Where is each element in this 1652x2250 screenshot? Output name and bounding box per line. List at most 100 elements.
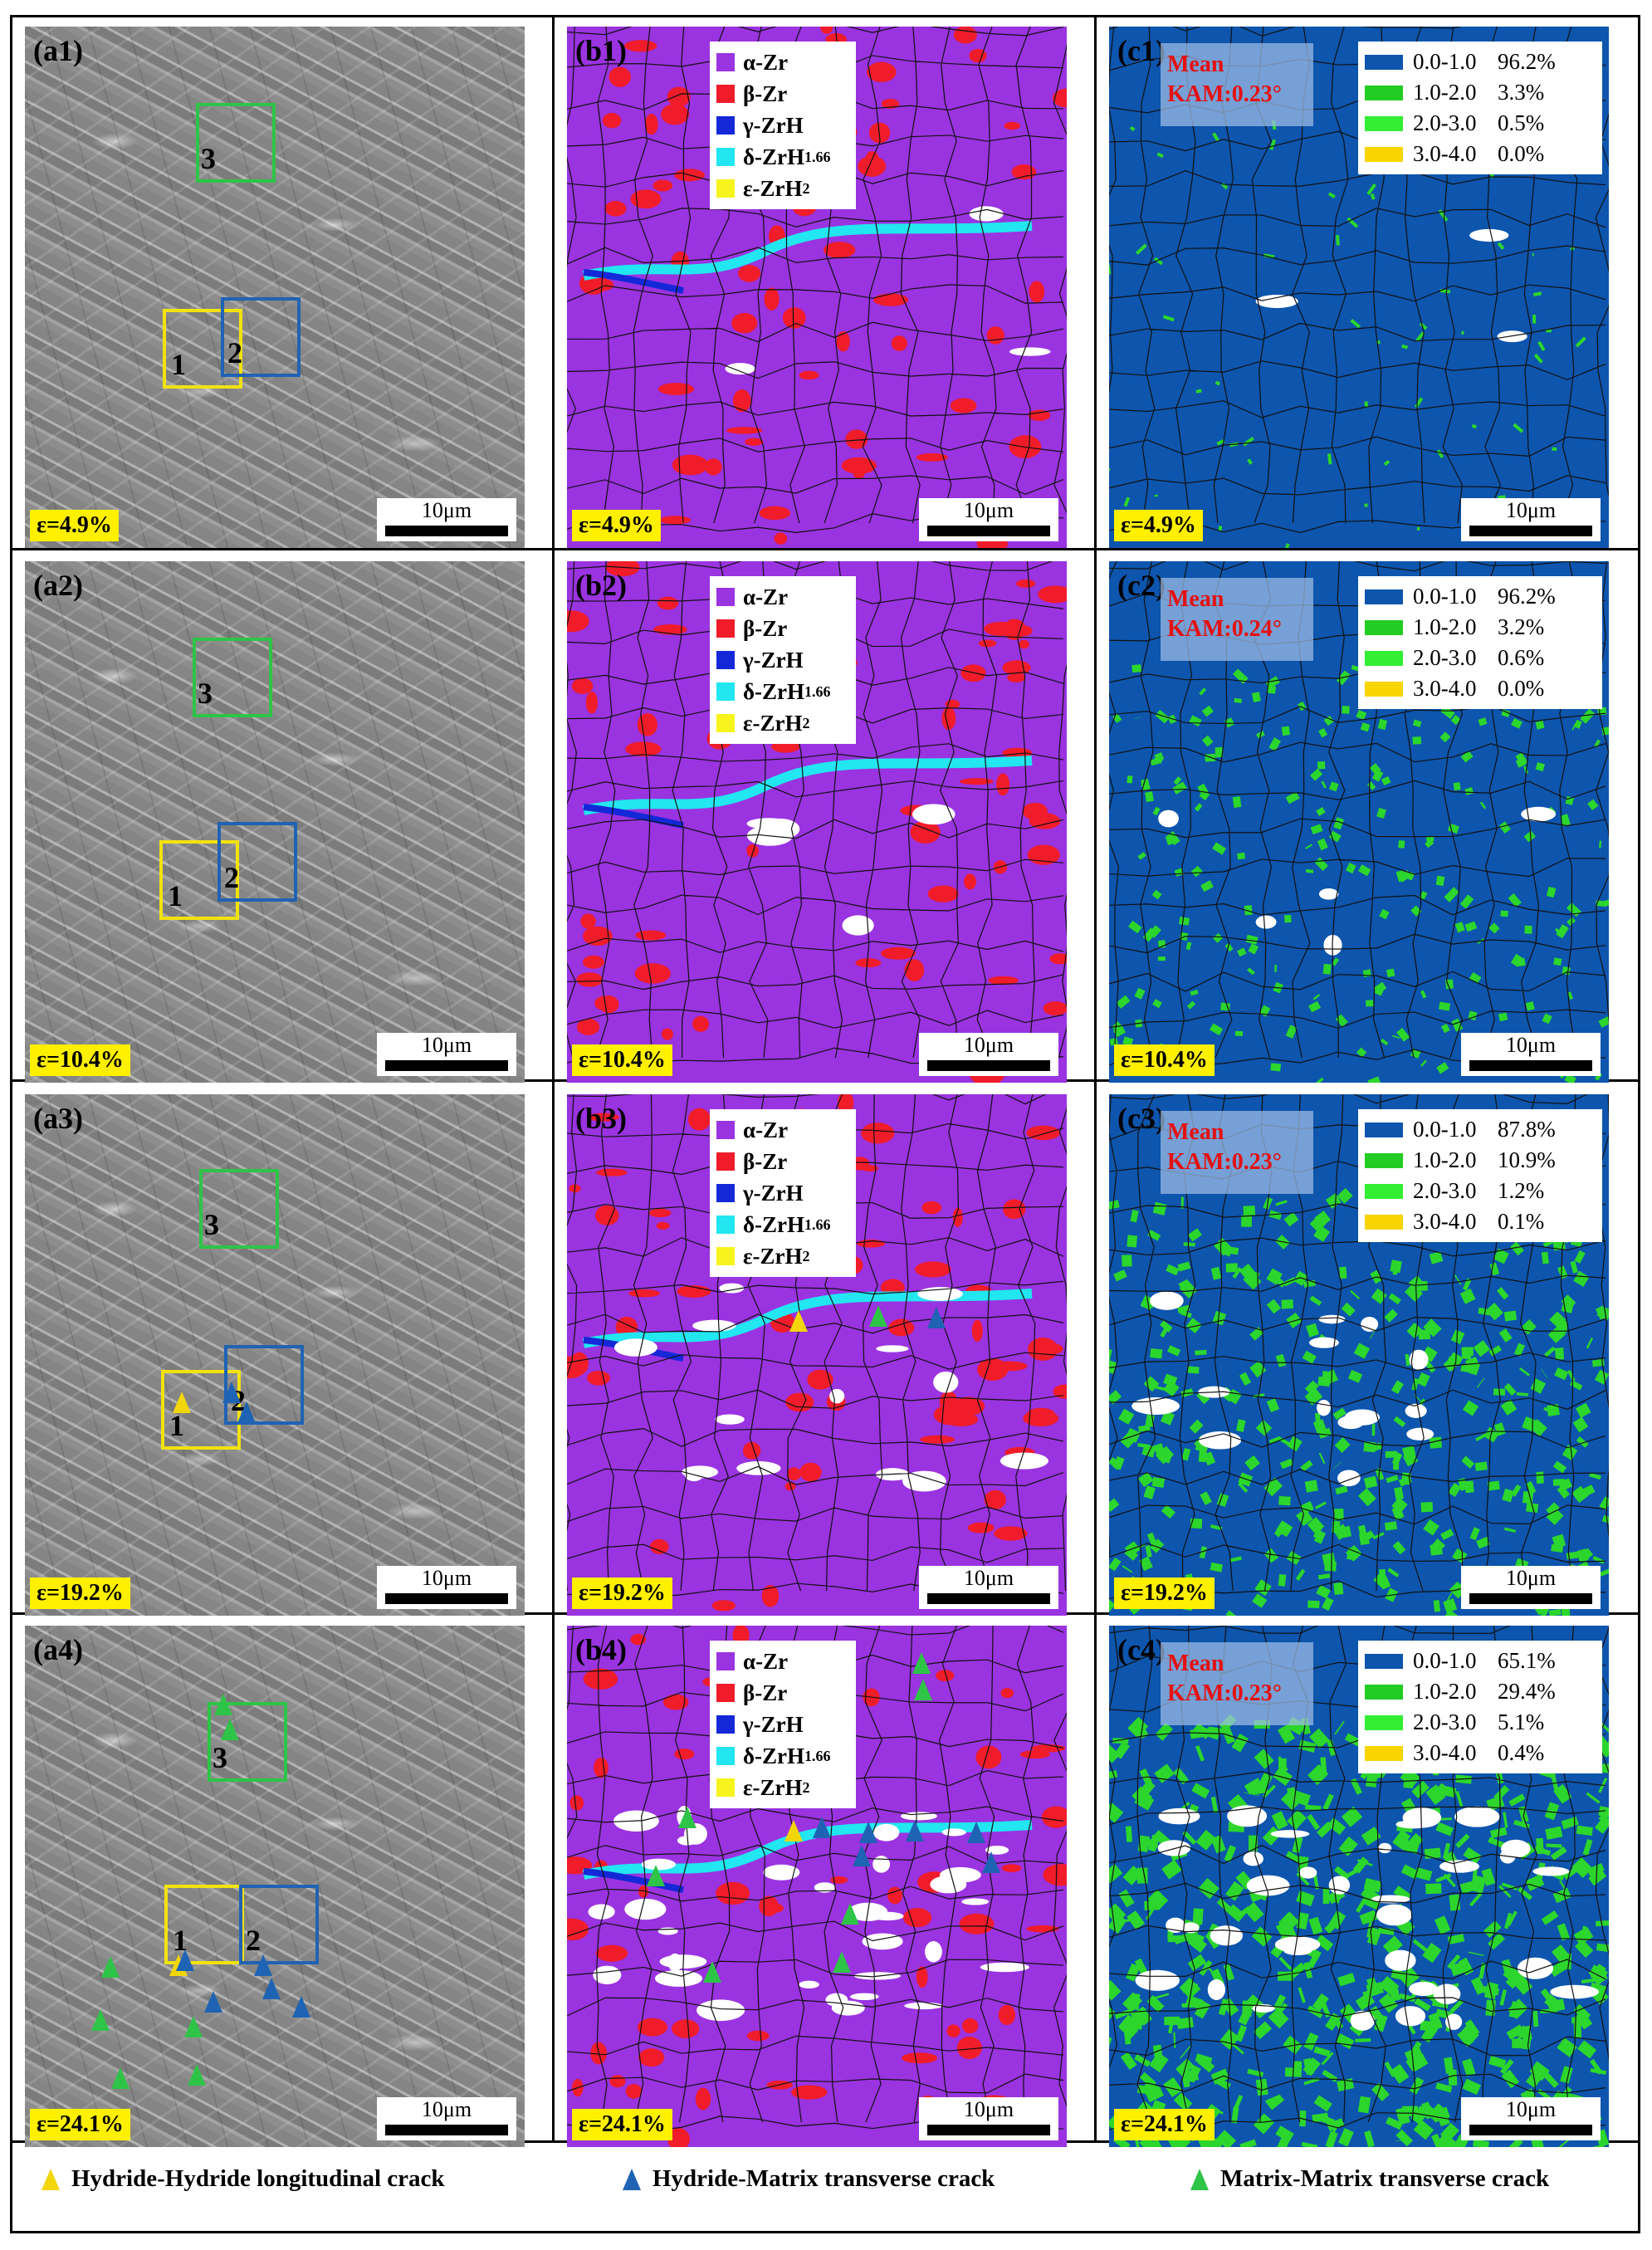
high-kam-segment — [1450, 715, 1461, 726]
row-divider — [10, 548, 1640, 550]
high-kam-segment — [1268, 2008, 1289, 2029]
high-kam-segment — [1376, 807, 1387, 819]
kam-mean-title: Mean — [1167, 51, 1224, 77]
phase-legend-label: δ-ZrH — [743, 1211, 804, 1237]
high-kam-segment — [1128, 920, 1142, 934]
high-kam-segment — [1384, 2061, 1396, 2077]
beta-zr-region — [569, 1795, 584, 1811]
phase-legend-item: α-Zr — [716, 1646, 849, 1677]
blue-triangle-icon — [237, 1401, 256, 1423]
high-kam-segment — [1242, 2000, 1253, 2018]
high-kam-segment — [1546, 1507, 1564, 1525]
high-kam-segment — [1556, 924, 1569, 939]
high-kam-segment — [1587, 799, 1599, 811]
kam-percent: 0.0% — [1498, 141, 1545, 166]
high-kam-segment — [1507, 1910, 1518, 1926]
phase-legend-label: γ-ZrH — [743, 647, 804, 673]
high-kam-segment — [1478, 1962, 1486, 1979]
high-kam-segment — [1462, 1278, 1472, 1291]
hydride-band — [582, 221, 1033, 281]
beta-zr-region — [959, 778, 994, 785]
high-kam-segment — [1435, 2008, 1453, 2020]
beta-zr-region — [667, 2128, 690, 2147]
kam-color-swatch — [1365, 85, 1403, 100]
high-kam-segment — [1366, 1982, 1384, 1996]
sem-image-panel: (a4) ε=24.1% 10μm 1 2 3 — [25, 1626, 525, 2147]
kam-percent: 0.0% — [1498, 676, 1545, 701]
high-kam-segment — [1498, 821, 1511, 834]
beta-zr-region — [969, 48, 987, 63]
high-kam-segment — [1153, 753, 1165, 765]
high-kam-segment — [1400, 1864, 1420, 1880]
crack-void — [1009, 347, 1051, 356]
high-kam-segment — [1419, 322, 1428, 330]
scale-bar: 10μm — [1461, 1566, 1601, 1609]
high-kam-segment — [1248, 943, 1259, 955]
crack-void — [1405, 1403, 1427, 1418]
high-kam-segment — [1535, 761, 1546, 772]
high-kam-segment — [1127, 775, 1133, 784]
high-kam-segment — [1145, 791, 1154, 803]
blue-triangle-icon — [204, 1991, 222, 2013]
high-kam-segment — [1296, 1509, 1313, 1527]
high-kam-segment — [1562, 966, 1571, 976]
high-kam-segment — [1195, 1829, 1217, 1851]
high-kam-segment — [1510, 953, 1523, 967]
high-kam-segment — [1537, 340, 1546, 352]
kam-legend-item: 0.0-1.0 65.1% — [1365, 1646, 1596, 1676]
panel-label: (a1) — [33, 34, 83, 67]
high-kam-segment — [1468, 1361, 1480, 1376]
high-kam-segment — [1558, 2086, 1572, 2103]
high-kam-segment — [1199, 790, 1210, 801]
high-kam-segment — [1166, 1264, 1180, 1276]
kam-legend: 0.0-1.0 87.8% 1.0-2.0 10.9% 2.0-3.0 1.2% 3.0-4… — [1358, 1109, 1602, 1242]
kam-range: 0.0-1.0 — [1413, 1117, 1477, 1142]
high-kam-segment — [1505, 1970, 1524, 1989]
high-kam-segment — [1176, 2017, 1194, 2030]
high-kam-segment — [1305, 844, 1312, 849]
column-divider — [1094, 15, 1097, 2140]
phase-legend-label: β-Zr — [743, 615, 788, 641]
crack-void — [1000, 1452, 1048, 1470]
kam-range: 2.0-3.0 — [1413, 645, 1477, 670]
beta-zr-region — [576, 1018, 600, 1035]
region-box-3 — [193, 638, 272, 717]
kam-color-swatch — [1365, 681, 1403, 697]
high-kam-segment — [1298, 1987, 1306, 2003]
high-kam-segment — [1420, 2020, 1437, 2032]
beta-zr-region — [609, 66, 631, 87]
high-kam-segment — [1523, 830, 1536, 843]
region-box-1 — [164, 1885, 244, 1964]
beta-zr-region — [1043, 1001, 1067, 1016]
high-kam-segment — [1341, 1806, 1363, 1827]
crack-void — [1517, 1957, 1554, 1979]
kam-color-swatch — [1365, 1745, 1403, 1761]
panel-label: (c4) — [1117, 1633, 1166, 1666]
high-kam-segment — [1301, 2141, 1318, 2147]
green-triangle-icon — [184, 2016, 203, 2037]
high-kam-segment — [1434, 1915, 1451, 1935]
high-kam-segment — [1310, 824, 1323, 835]
region-box-3 — [199, 1169, 279, 1249]
high-kam-segment — [1332, 957, 1340, 966]
high-kam-segment — [1179, 1309, 1193, 1318]
crack-void — [1227, 1805, 1268, 1827]
high-kam-segment — [1431, 1783, 1449, 1802]
high-kam-segment — [1307, 1763, 1329, 1786]
phase-legend-subscript: 1.66 — [804, 682, 831, 700]
beta-zr-region — [872, 293, 909, 306]
crack-void — [1433, 1983, 1461, 2004]
crack-void — [1182, 1922, 1200, 1934]
kam-range: 2.0-3.0 — [1413, 1178, 1477, 1203]
kam-range: 1.0-2.0 — [1413, 80, 1477, 105]
crack-void — [1157, 1840, 1191, 1856]
high-kam-segment — [1503, 1527, 1517, 1533]
high-kam-segment — [1244, 1902, 1264, 1923]
high-kam-segment — [1570, 1260, 1578, 1274]
high-kam-segment — [1439, 2122, 1459, 2143]
high-kam-segment — [1488, 922, 1500, 934]
phase-legend-item: β-Zr — [716, 1677, 849, 1709]
beta-zr-region — [1028, 1338, 1058, 1361]
high-kam-segment — [1561, 1603, 1571, 1616]
crack-void — [1328, 1876, 1351, 1895]
